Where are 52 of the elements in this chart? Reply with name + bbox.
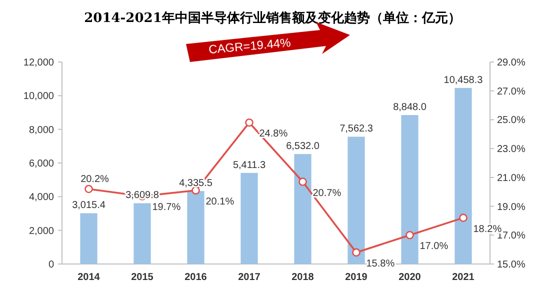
- y-tick-label: 6,000: [28, 158, 54, 170]
- x-tick-label: 2019: [345, 272, 368, 283]
- bar: [187, 191, 204, 264]
- y-tick-label: 4,000: [28, 192, 54, 204]
- data-label: 3,015.4: [72, 200, 106, 212]
- data-label: 20.1%: [206, 196, 234, 208]
- y2-tick-label: 19.0%: [497, 202, 526, 213]
- y-tick-label: 8,000: [28, 124, 54, 136]
- point: [459, 214, 468, 222]
- x-tick-label: 2016: [184, 272, 208, 283]
- data-label: 5,411.3: [232, 160, 266, 171]
- x-tick-label: 2014: [78, 272, 100, 283]
- y2-tick-label: 15.0%: [497, 260, 526, 270]
- point: [406, 230, 414, 240]
- data-label: 18.2%: [473, 224, 502, 235]
- bar: [454, 88, 472, 264]
- bar: [134, 203, 151, 264]
- text: CAGR=19.44%: [208, 35, 292, 57]
- bar: [348, 136, 365, 264]
- x-tick-label: 2015: [131, 272, 154, 283]
- bar: [294, 154, 312, 264]
- y-tick-label: 2,000: [28, 226, 54, 237]
- point: [84, 184, 93, 194]
- y2-tick-label: 23.0%: [497, 144, 526, 156]
- x-tick-label: 2017: [238, 272, 261, 283]
- point: [245, 118, 254, 127]
- y-tick-label: 10,000: [23, 91, 54, 102]
- point: [298, 178, 307, 186]
- x-tick-label: 2020: [398, 272, 422, 283]
- data-label: 20.2%: [80, 174, 110, 185]
- data-label: 6,532.0: [286, 141, 320, 152]
- bar: [240, 172, 258, 264]
- x-tick-label: 2021: [452, 272, 475, 283]
- data-label: 20.7%: [312, 188, 342, 199]
- y-tick-label: 12,000: [23, 58, 54, 68]
- x-tick-label: 2018: [292, 272, 314, 283]
- data-label: 10,458.3: [444, 74, 484, 86]
- data-label: 19.7%: [152, 202, 181, 214]
- data-label: 24.8%: [259, 128, 288, 140]
- y2-tick-label: 21.0%: [497, 172, 526, 184]
- chart-title: 2014-2021年中国半导体行业销售额及变化趋势（单位：亿元）: [84, 10, 461, 26]
- data-label: 15.8%: [366, 258, 395, 270]
- y2-tick-label: 27.0%: [497, 86, 526, 98]
- data-label: 8,848.0: [393, 102, 427, 114]
- y2-tick-label: 25.0%: [497, 115, 526, 126]
- data-label: 17.0%: [420, 241, 448, 252]
- point: [352, 248, 360, 257]
- bar: [80, 213, 98, 264]
- data-label: 7,562.3: [340, 124, 374, 135]
- bar: [401, 115, 418, 264]
- y2-tick-label: 29.0%: [497, 58, 526, 68]
- y-tick-label: 0: [48, 260, 54, 270]
